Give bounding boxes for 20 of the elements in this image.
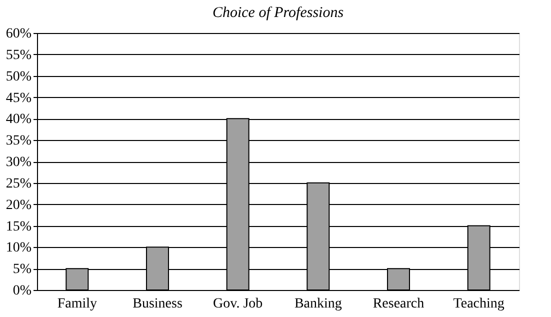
y-tick-label: 25% [6, 176, 32, 192]
y-tick-label: 15% [6, 219, 32, 234]
y-tick-label: 20% [6, 198, 32, 213]
x-tick-label: Gov. Job [213, 296, 263, 312]
y-tick-label: 55% [6, 48, 32, 63]
y-tick-label: 30% [6, 155, 32, 170]
y-tick-label: 60% [6, 26, 32, 42]
x-tick-label: Research [372, 296, 424, 312]
y-tick-label: 35% [6, 134, 32, 149]
y-tick-label: 45% [6, 90, 32, 106]
y-tick-label: 40% [6, 112, 32, 128]
x-tick-label: Business [132, 296, 182, 312]
x-tick-label: Banking [294, 296, 342, 312]
y-tick-label: 10% [6, 240, 32, 256]
chart-title: Choice of Professions [212, 5, 344, 21]
y-tick-label: 0% [12, 284, 32, 298]
y-tick-label: 50% [6, 69, 32, 84]
x-tick-label: Teaching [453, 296, 504, 312]
y-tick-label: 5% [12, 262, 32, 278]
x-tick-label: Family [57, 296, 98, 312]
